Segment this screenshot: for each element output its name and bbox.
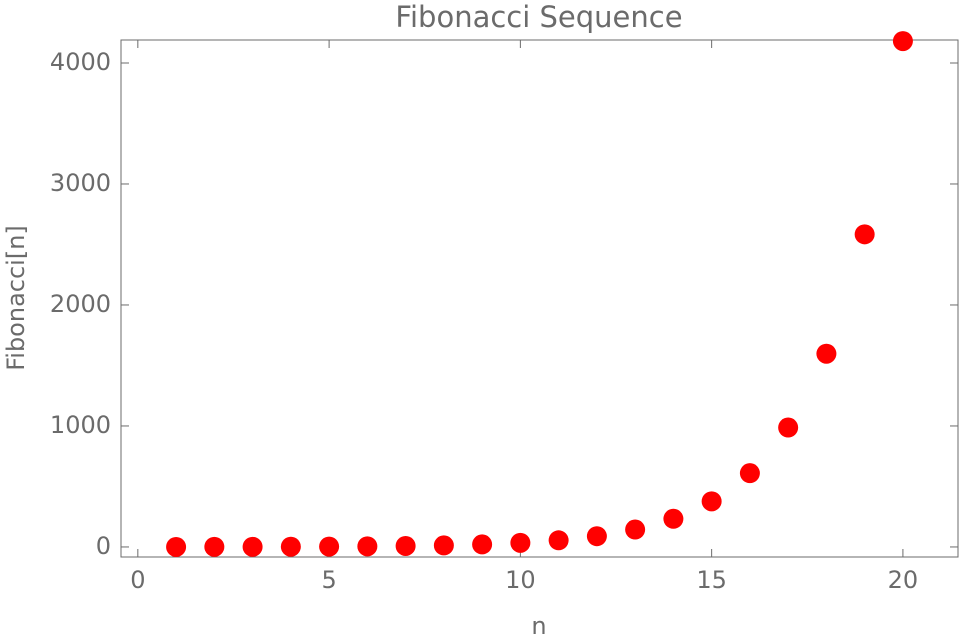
point bbox=[778, 417, 799, 438]
y-tick-label: 1000 bbox=[50, 411, 111, 439]
point bbox=[204, 536, 225, 557]
point bbox=[510, 532, 531, 553]
point bbox=[548, 530, 569, 551]
y-tick-label: 3000 bbox=[50, 169, 111, 197]
x-tick-label: 10 bbox=[505, 566, 536, 594]
point bbox=[242, 536, 263, 557]
x-tick-label: 20 bbox=[888, 566, 919, 594]
point bbox=[280, 536, 301, 557]
point bbox=[472, 534, 493, 555]
point bbox=[739, 463, 760, 484]
point bbox=[357, 536, 378, 557]
point bbox=[586, 526, 607, 547]
x-tick-label: 5 bbox=[321, 566, 336, 594]
point bbox=[663, 508, 684, 529]
point bbox=[854, 224, 875, 245]
chart-title: Fibonacci Sequence bbox=[395, 0, 682, 34]
y-tick-label: 0 bbox=[96, 532, 111, 560]
point bbox=[625, 519, 646, 540]
point bbox=[892, 31, 913, 52]
plot-frame bbox=[120, 39, 959, 558]
point bbox=[319, 536, 340, 557]
x-axis-label: n bbox=[531, 612, 546, 640]
point bbox=[433, 535, 454, 556]
point bbox=[701, 491, 722, 512]
point bbox=[395, 535, 416, 556]
point bbox=[166, 536, 187, 557]
y-axis-label: Fibonacci[n] bbox=[2, 225, 30, 371]
y-tick-label: 4000 bbox=[50, 48, 111, 76]
point bbox=[816, 343, 837, 364]
x-tick-label: 0 bbox=[130, 566, 145, 594]
x-tick-label: 15 bbox=[696, 566, 727, 594]
y-tick-label: 2000 bbox=[50, 290, 111, 318]
